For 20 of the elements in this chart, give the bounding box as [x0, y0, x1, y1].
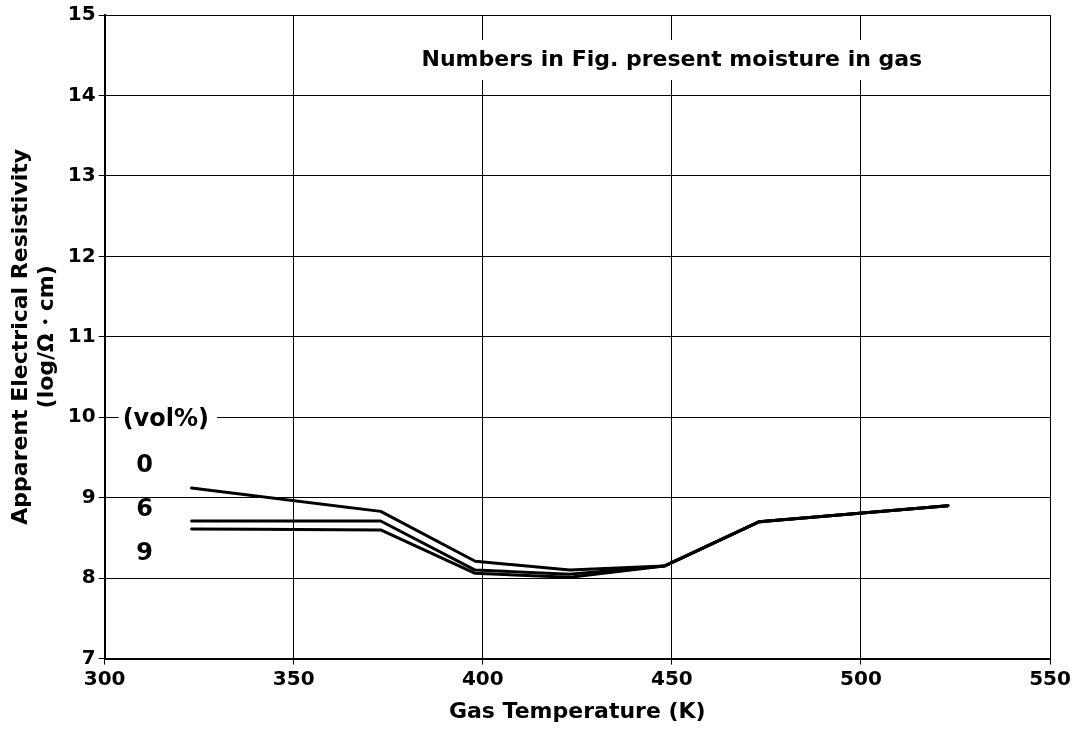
x-axis-title: Gas Temperature (K) [448, 697, 706, 723]
x-tick-label: 400 [461, 665, 504, 690]
y-tick-label: 15 [67, 1, 96, 26]
x-tick-label: 550 [1029, 665, 1071, 690]
y-tick-label: 9 [81, 483, 96, 508]
series-label: 6 [136, 494, 153, 523]
annotation: Numbers in Fig. present moisture in gas [421, 45, 923, 71]
x-tick-label: 350 [272, 665, 315, 690]
y-tick-label: 8 [81, 564, 96, 589]
y-tick-label: 13 [67, 162, 96, 187]
y-axis-title: Apparent Electrical Resistivity (log/Ω・cm) [6, 148, 59, 525]
x-tick-label: 500 [840, 665, 882, 690]
legend-title: (vol%) [122, 404, 209, 433]
y-tick-label: 11 [67, 323, 96, 347]
y-tick-label: 10 [67, 403, 96, 428]
series-label: 9 [136, 538, 153, 567]
y-tick-label: 12 [67, 242, 96, 267]
y-tick-label: 14 [67, 81, 96, 106]
series-label: 0 [136, 450, 153, 479]
x-tick-label: 450 [650, 665, 693, 690]
